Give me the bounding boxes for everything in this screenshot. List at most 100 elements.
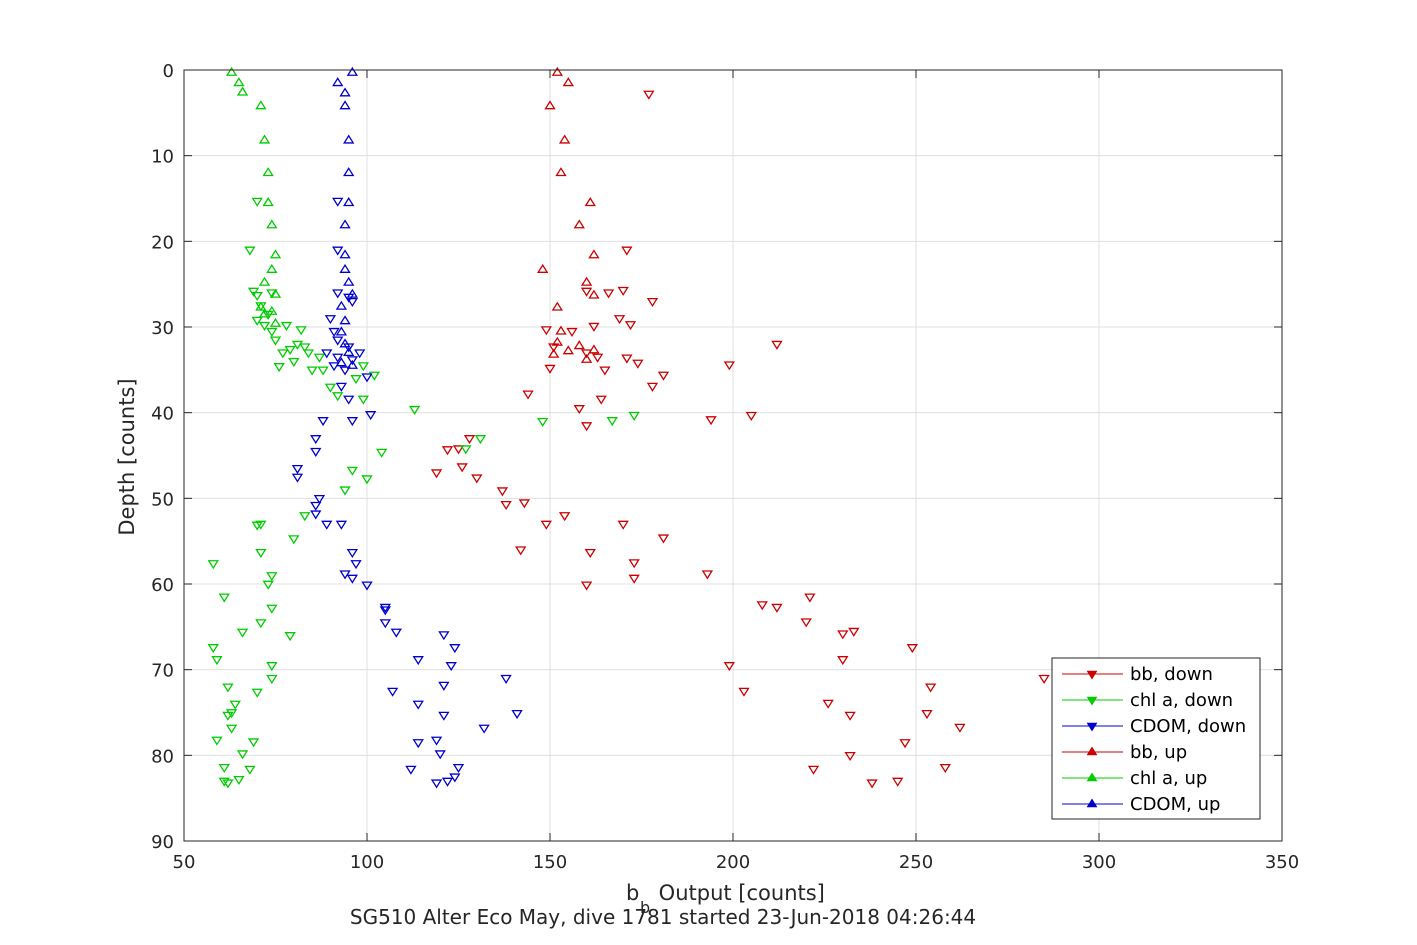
y-tick-label: 50: [151, 489, 174, 510]
data-point: [236, 750, 249, 760]
data-point: [434, 750, 446, 760]
data-point: [335, 357, 348, 367]
data-point: [222, 683, 234, 693]
data-point: [357, 395, 370, 405]
data-point: [332, 392, 344, 402]
data-point: [573, 405, 585, 415]
x-axis-label-rest: Output [counts]: [652, 881, 825, 905]
data-point: [939, 763, 951, 774]
data-point: [580, 287, 593, 297]
data-point: [500, 500, 512, 511]
data-point: [339, 100, 351, 110]
data-point: [580, 353, 593, 363]
series-0: [430, 90, 1050, 789]
y-tick-label: 40: [151, 404, 174, 425]
data-point: [646, 297, 659, 308]
data-point: [258, 276, 271, 286]
data-point: [540, 520, 553, 530]
data-point: [800, 618, 812, 628]
data-point: [899, 739, 911, 749]
data-point: [332, 289, 344, 299]
data-point: [346, 417, 359, 427]
data-point: [269, 336, 282, 346]
data-point: [310, 435, 322, 445]
data-point: [412, 656, 424, 666]
data-point: [258, 134, 271, 144]
data-point: [624, 321, 637, 331]
data-point: [343, 343, 355, 353]
data-point: [310, 447, 322, 457]
data-point: [408, 405, 421, 415]
data-point: [229, 700, 241, 710]
data-point: [441, 777, 454, 787]
data-point: [701, 570, 714, 580]
data-point: [617, 286, 629, 296]
legend-item: CDOM, down: [1062, 716, 1246, 737]
data-point: [566, 327, 578, 338]
data-point: [954, 723, 966, 733]
data-point: [463, 435, 476, 445]
data-point: [310, 501, 322, 511]
data-point: [599, 366, 611, 376]
legend-marker: [1086, 772, 1098, 782]
data-point: [613, 315, 626, 325]
data-point: [236, 628, 249, 638]
x-tick-label: 100: [350, 852, 384, 873]
data-point: [343, 134, 355, 144]
data-point: [339, 219, 351, 229]
data-point: [332, 77, 344, 87]
data-point: [218, 763, 230, 774]
data-point: [518, 499, 531, 509]
data-point: [723, 662, 736, 672]
data-point: [269, 249, 282, 259]
data-points: [207, 66, 1050, 789]
data-point: [291, 473, 304, 483]
data-point: [562, 77, 574, 87]
data-point: [511, 710, 523, 720]
data-point: [438, 681, 450, 691]
data-point: [346, 288, 359, 298]
data-point: [266, 289, 278, 299]
data-point: [544, 100, 556, 110]
data-point: [657, 371, 670, 381]
data-point: [207, 560, 219, 570]
data-point: [379, 606, 391, 616]
data-point: [266, 219, 278, 229]
data-point: [350, 375, 362, 385]
legend-item: chl a, down: [1062, 690, 1233, 711]
data-point: [621, 246, 633, 256]
data-point: [247, 287, 260, 297]
data-point: [332, 246, 344, 256]
data-point: [379, 603, 391, 613]
data-point: [339, 87, 351, 97]
data-point: [412, 700, 424, 710]
legend-label: bb, up: [1130, 742, 1187, 763]
data-point: [306, 366, 318, 376]
data-point: [558, 512, 571, 522]
data-point: [921, 710, 933, 720]
data-point: [339, 486, 351, 496]
data-point: [346, 297, 359, 308]
data-point: [262, 197, 274, 207]
data-point: [346, 66, 359, 76]
data-point: [332, 197, 344, 207]
data-point: [555, 325, 567, 335]
legend-marker: [1086, 798, 1098, 808]
data-point: [346, 466, 359, 476]
data-point: [328, 362, 340, 372]
data-point: [262, 580, 274, 590]
grid: [184, 70, 1282, 841]
data-point: [375, 448, 388, 458]
legend-label: chl a, up: [1130, 768, 1207, 789]
x-tick-label: 50: [173, 852, 196, 873]
data-point: [588, 344, 600, 354]
data-point: [258, 321, 271, 332]
data-point: [266, 327, 278, 338]
data-point: [288, 535, 300, 545]
data-point: [321, 349, 333, 359]
data-point: [771, 603, 783, 613]
data-point: [255, 100, 267, 110]
data-point: [288, 357, 300, 367]
data-point: [738, 687, 750, 697]
